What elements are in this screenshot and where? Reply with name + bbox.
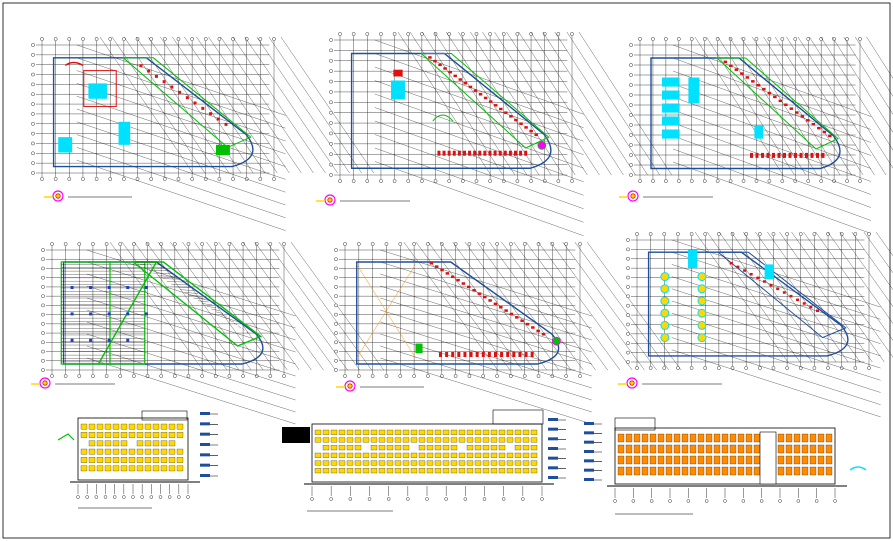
- elevation-1: [70, 412, 218, 509]
- floor-plan-2: [316, 31, 672, 236]
- floor-plan-3: [619, 36, 893, 234]
- floor-plan-5: [334, 241, 682, 425]
- floor-plan-4: [31, 241, 384, 425]
- elevation-3: [584, 422, 847, 515]
- elevation-details: [57, 409, 867, 485]
- floor-plan-6: [618, 231, 893, 418]
- elevation-2: [304, 418, 566, 512]
- floor-plan-1: [31, 36, 374, 231]
